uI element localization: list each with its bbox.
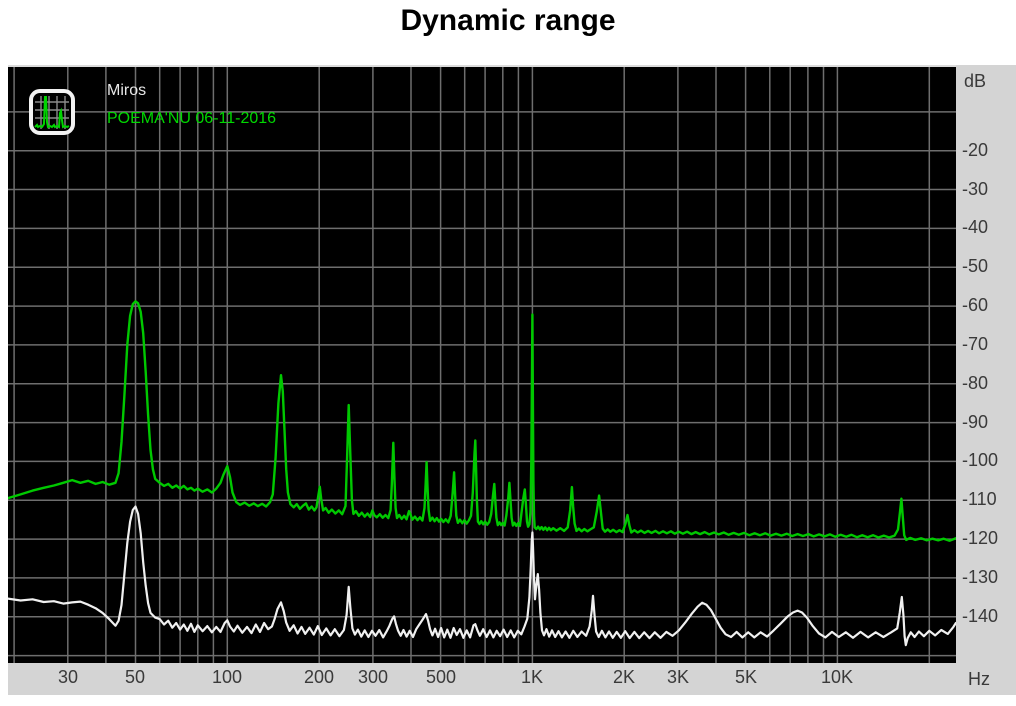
x-tick-label: 500 bbox=[425, 667, 457, 687]
series-curve-poemanu bbox=[8, 300, 956, 542]
y-tick-label: -140 bbox=[962, 606, 999, 626]
y-tick-label: -40 bbox=[962, 217, 989, 237]
x-tick-label: 300 bbox=[357, 667, 389, 687]
y-tick-label: -60 bbox=[962, 295, 989, 315]
y-tick-label: -20 bbox=[962, 140, 989, 160]
x-tick-label: 200 bbox=[303, 667, 335, 687]
chart-title: Dynamic range bbox=[400, 4, 616, 37]
y-tick-label: -100 bbox=[962, 450, 999, 470]
y-axis-unit-label: dB bbox=[964, 71, 987, 91]
chart-frame-highlight bbox=[8, 65, 956, 67]
y-tick-label: -120 bbox=[962, 528, 999, 548]
x-tick-label: 10K bbox=[820, 667, 854, 687]
y-tick-label: -70 bbox=[962, 334, 989, 354]
legend-series-poemanu: POEMA'NU 06-11-2016 bbox=[107, 110, 277, 127]
x-tick-label: 5K bbox=[734, 667, 758, 687]
y-axis-tick-labels: -20 -30 -40 -50 -60 -70 -80 -90 -100 -110 -120 -130… bbox=[956, 65, 1016, 695]
x-tick-label: 100 bbox=[211, 667, 243, 687]
spectrum-icon bbox=[29, 89, 75, 135]
y-tick-label: -50 bbox=[962, 256, 989, 276]
x-tick-label: 50 bbox=[124, 667, 146, 687]
x-tick-label: 3K bbox=[666, 667, 690, 687]
y-tick-label: -130 bbox=[962, 567, 999, 587]
x-tick-label: 2K bbox=[612, 667, 636, 687]
series-curve-miros bbox=[8, 505, 956, 647]
dynamic-range-chart: 30 50 100 200 300 500 1K 2K 3K 5K 10K -20 -30 -40 -50… bbox=[8, 65, 1016, 695]
y-tick-label: -80 bbox=[962, 373, 989, 393]
y-tick-label: -30 bbox=[962, 179, 989, 199]
x-axis-unit-label: Hz bbox=[968, 669, 990, 689]
x-tick-label: 1K bbox=[520, 667, 544, 687]
y-tick-label: -110 bbox=[962, 489, 997, 509]
y-tick-label: -90 bbox=[962, 412, 989, 432]
legend-series-miros: Miros bbox=[107, 82, 147, 99]
x-tick-label: 30 bbox=[57, 667, 79, 687]
plot-area bbox=[8, 67, 956, 663]
x-axis-tick-labels: 30 50 100 200 300 500 1K 2K 3K 5K 10K bbox=[8, 667, 956, 693]
